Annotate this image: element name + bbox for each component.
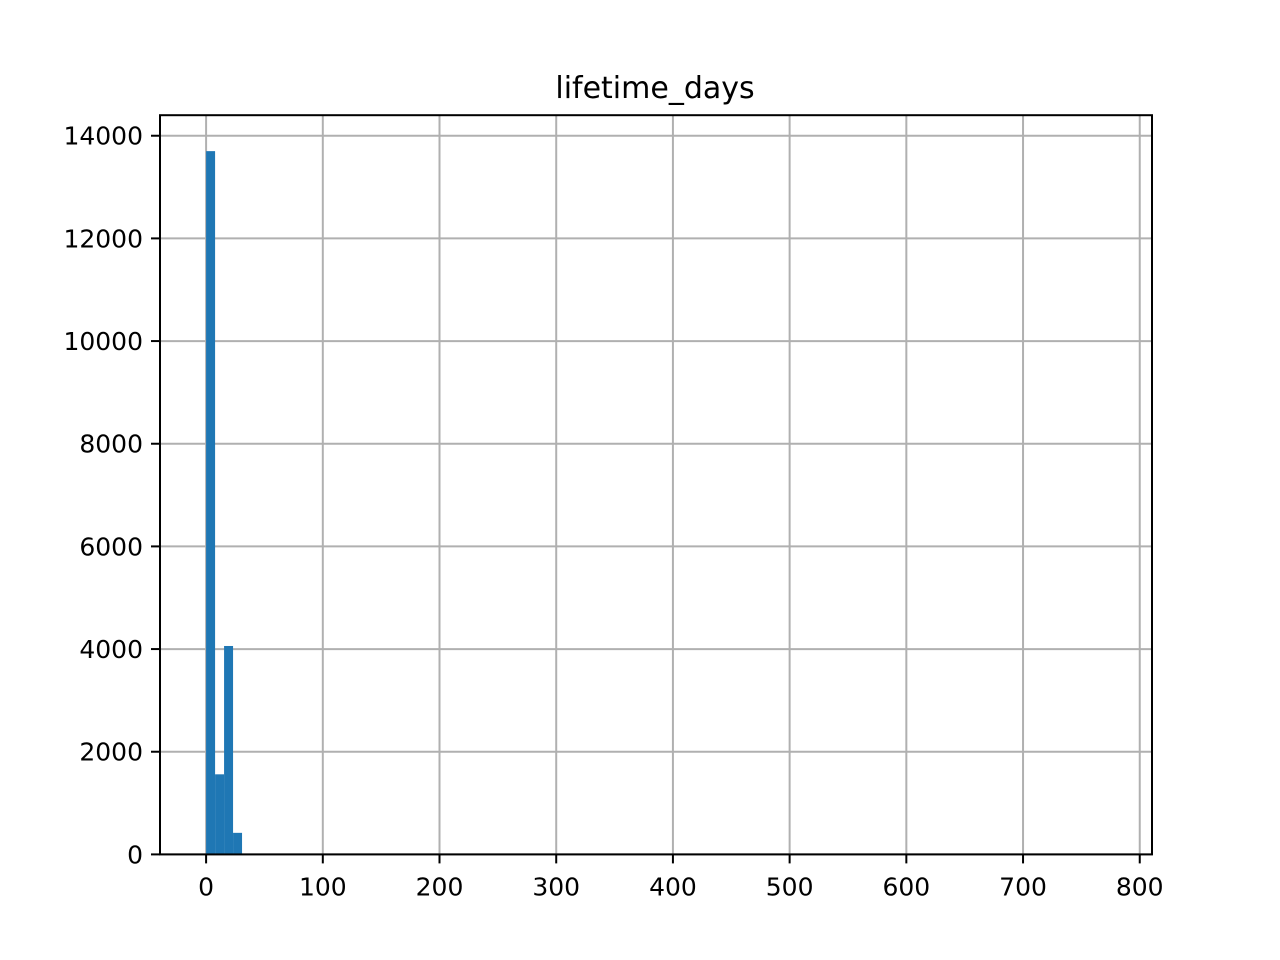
histogram-bar (215, 774, 225, 855)
y-tick-label: 0 (127, 840, 143, 869)
x-tick-label: 400 (649, 872, 697, 901)
axes-frame (159, 114, 1153, 856)
x-axis-tick-labels: 0 100 200 300 400 500 600 700 800 (198, 872, 1163, 901)
histogram-bar (206, 151, 216, 855)
grid-lines (160, 115, 1152, 856)
y-tick-label: 8000 (79, 430, 143, 459)
x-tick-label: 700 (999, 872, 1047, 901)
y-tick-label: 12000 (63, 224, 143, 253)
y-tick-label: 4000 (79, 635, 143, 664)
histogram-bar (233, 832, 243, 855)
chart-title: lifetime_days (555, 71, 754, 106)
histogram-bars (206, 151, 243, 855)
x-tick-label: 100 (299, 872, 347, 901)
x-tick-label: 0 (198, 872, 214, 901)
x-tick-label: 600 (882, 872, 930, 901)
axis-ticks (151, 134, 1141, 864)
y-tick-label: 10000 (63, 327, 143, 356)
histogram-bar (224, 645, 234, 855)
x-tick-label: 800 (1116, 872, 1164, 901)
x-tick-label: 300 (532, 872, 580, 901)
x-tick-label: 200 (416, 872, 464, 901)
y-tick-label: 6000 (79, 532, 143, 561)
y-tick-label: 2000 (79, 738, 143, 767)
x-tick-label: 500 (766, 872, 814, 901)
y-tick-label: 14000 (63, 122, 143, 151)
y-axis-tick-labels: 0 2000 4000 6000 8000 10000 12000 14000 (63, 122, 143, 870)
